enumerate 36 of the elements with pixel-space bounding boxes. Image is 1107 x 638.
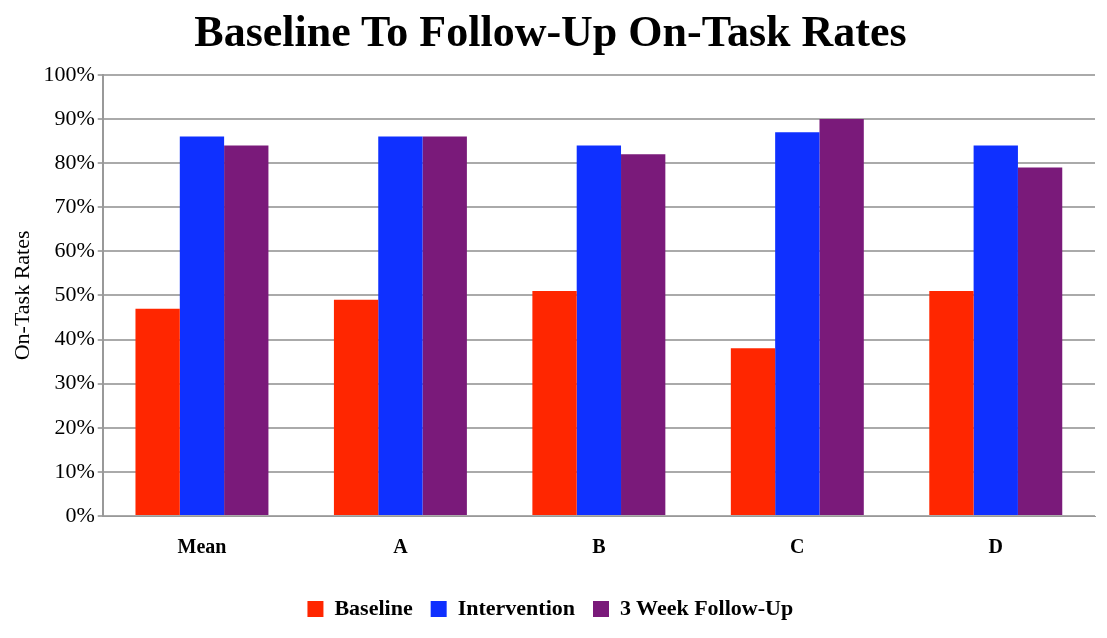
bar [973,145,1018,515]
y-tick-label: 20% [54,413,95,439]
x-tick-label: B [592,535,606,558]
y-tick-label: 60% [54,237,95,263]
bar [333,299,379,515]
y-axis-title: On-Task Rates [8,230,34,361]
bar [621,154,666,515]
y-tick-label: 100% [43,60,95,86]
y-tick-label: 30% [54,369,95,395]
x-tick-label: C [790,535,805,558]
bar [730,348,776,515]
chart-title: Baseline To Follow-Up On-Task Rates [194,6,907,56]
bar [224,145,269,515]
legend-label: 3 Week Follow-Up [620,594,794,620]
x-tick-label: D [988,535,1003,558]
y-tick-label: 80% [54,148,95,174]
bar [179,136,225,515]
x-tick-label: A [393,535,409,558]
legend-label: Intervention [457,594,575,620]
bar [819,118,864,515]
y-tick-label: 10% [54,457,95,483]
bar [1017,167,1063,515]
bar [378,136,423,515]
bar [576,145,622,515]
bar [775,132,820,515]
y-tick-label: 70% [54,192,95,218]
legend-label: Baseline [334,594,413,620]
y-tick-label: 0% [65,501,95,527]
y-tick-label: 50% [54,281,95,307]
y-tick-label: 40% [54,325,95,351]
bar [532,290,577,515]
bar [422,136,467,515]
bar [135,308,180,515]
y-tick-label: 90% [54,104,95,130]
bar [929,290,974,515]
x-tick-label: Mean [177,535,227,558]
